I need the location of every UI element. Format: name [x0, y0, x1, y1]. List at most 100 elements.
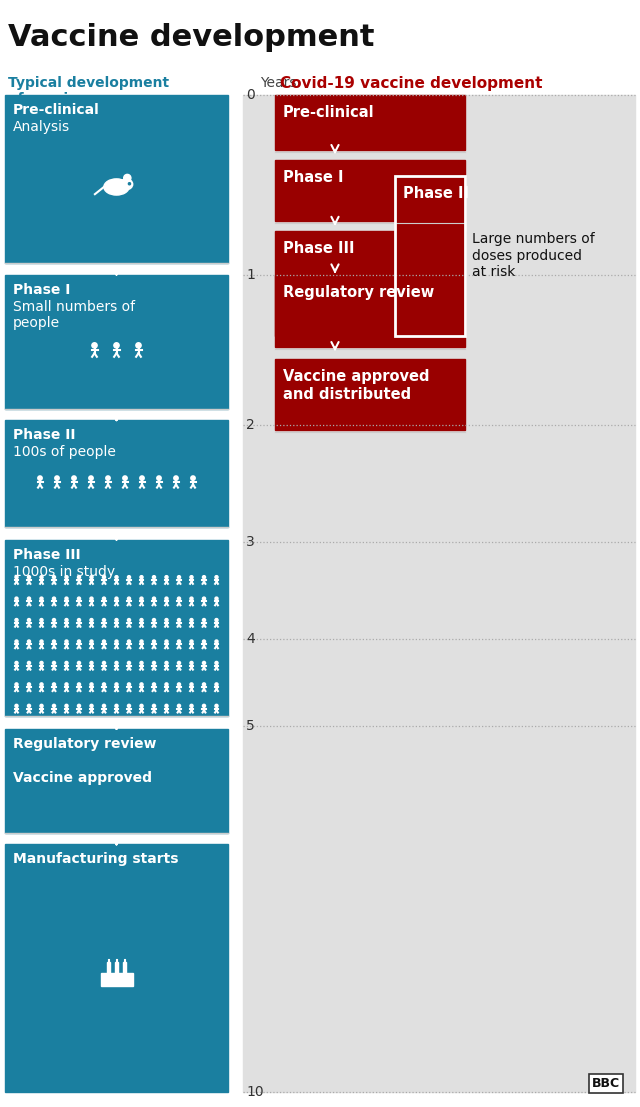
Circle shape: [89, 476, 93, 480]
Circle shape: [52, 597, 56, 600]
Circle shape: [90, 597, 93, 600]
Circle shape: [15, 704, 18, 707]
Text: 100s of people: 100s of people: [13, 445, 116, 459]
Circle shape: [40, 683, 43, 686]
Circle shape: [190, 683, 193, 686]
Text: 3: 3: [246, 535, 255, 549]
Text: Analysis: Analysis: [13, 120, 70, 134]
Circle shape: [127, 619, 131, 622]
Circle shape: [102, 597, 106, 600]
Circle shape: [165, 597, 168, 600]
Text: Manufacturing starts: Manufacturing starts: [13, 852, 179, 867]
Circle shape: [115, 683, 118, 686]
Circle shape: [165, 704, 168, 707]
Bar: [5, 728, 228, 832]
Circle shape: [28, 704, 31, 707]
Circle shape: [102, 619, 106, 622]
Circle shape: [215, 619, 218, 622]
Circle shape: [28, 619, 31, 622]
Circle shape: [152, 704, 156, 707]
Circle shape: [152, 576, 156, 579]
Circle shape: [177, 661, 180, 664]
Bar: [5, 539, 228, 716]
Circle shape: [15, 683, 18, 686]
Circle shape: [92, 343, 97, 348]
Circle shape: [77, 597, 81, 600]
Circle shape: [127, 704, 131, 707]
Text: 2: 2: [246, 418, 255, 432]
Circle shape: [40, 661, 43, 664]
Circle shape: [177, 597, 180, 600]
Circle shape: [40, 597, 43, 600]
Circle shape: [102, 640, 106, 643]
Circle shape: [140, 597, 143, 600]
Circle shape: [28, 576, 31, 579]
Text: Vaccine approved: Vaccine approved: [13, 770, 152, 785]
Text: Large numbers of
doses produced
at risk: Large numbers of doses produced at risk: [472, 232, 595, 279]
Circle shape: [115, 640, 118, 643]
Circle shape: [165, 576, 168, 579]
Circle shape: [90, 683, 93, 686]
Circle shape: [55, 476, 60, 480]
Circle shape: [215, 640, 218, 643]
Text: Years: Years: [260, 76, 296, 90]
Circle shape: [15, 661, 18, 664]
Bar: [275, 231, 465, 335]
Circle shape: [15, 619, 18, 622]
Circle shape: [129, 183, 131, 185]
Text: 4: 4: [246, 632, 255, 645]
Circle shape: [165, 683, 168, 686]
Circle shape: [90, 704, 93, 707]
Circle shape: [65, 619, 68, 622]
Bar: [395, 176, 465, 335]
Circle shape: [165, 619, 168, 622]
Circle shape: [28, 640, 31, 643]
Circle shape: [165, 640, 168, 643]
Circle shape: [177, 683, 180, 686]
Text: Pre-clinical: Pre-clinical: [13, 103, 100, 117]
Circle shape: [177, 640, 180, 643]
Circle shape: [190, 597, 193, 600]
Circle shape: [77, 683, 81, 686]
Circle shape: [77, 576, 81, 579]
Circle shape: [77, 619, 81, 622]
Text: Phase III: Phase III: [283, 241, 355, 256]
Circle shape: [72, 476, 76, 480]
Circle shape: [202, 661, 205, 664]
Text: 10: 10: [246, 1085, 264, 1099]
Circle shape: [65, 661, 68, 664]
Circle shape: [202, 704, 205, 707]
Bar: [275, 359, 465, 430]
Circle shape: [40, 576, 43, 579]
Circle shape: [40, 619, 43, 622]
Text: Phase I: Phase I: [283, 170, 344, 185]
Circle shape: [177, 704, 180, 707]
Circle shape: [215, 661, 218, 664]
Circle shape: [65, 704, 68, 707]
Circle shape: [102, 661, 106, 664]
Text: Covid-19 vaccine development: Covid-19 vaccine development: [280, 76, 543, 91]
Circle shape: [40, 640, 43, 643]
Circle shape: [215, 576, 218, 579]
Circle shape: [28, 683, 31, 686]
Circle shape: [152, 640, 156, 643]
Text: Typical development
of vaccine: Typical development of vaccine: [8, 76, 169, 106]
Circle shape: [191, 476, 195, 480]
Circle shape: [152, 597, 156, 600]
Text: 1: 1: [246, 268, 255, 281]
Circle shape: [157, 476, 161, 480]
Circle shape: [127, 683, 131, 686]
Circle shape: [127, 661, 131, 664]
Ellipse shape: [104, 179, 129, 195]
Circle shape: [90, 661, 93, 664]
Ellipse shape: [120, 179, 132, 189]
Bar: [123, 962, 127, 974]
Text: Vaccine development: Vaccine development: [8, 23, 374, 52]
Circle shape: [102, 576, 106, 579]
Circle shape: [177, 619, 180, 622]
Circle shape: [140, 640, 143, 643]
Circle shape: [152, 661, 156, 664]
Circle shape: [28, 597, 31, 600]
Circle shape: [190, 576, 193, 579]
Circle shape: [52, 640, 56, 643]
